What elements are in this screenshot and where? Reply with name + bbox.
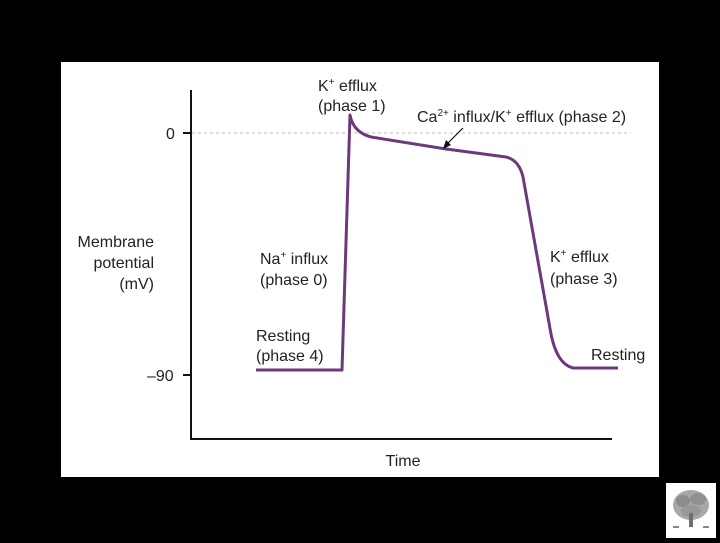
phase0-ion: Na (260, 251, 281, 268)
phase4-label-line2: (phase 4) (256, 348, 324, 365)
y-tick-label-zero: 0 (166, 126, 175, 143)
phase2-label-tail: efflux (phase 2) (512, 109, 626, 126)
phase2-label-mid: influx/K (449, 109, 506, 126)
phase1-ion: K (318, 78, 329, 95)
phase2-arrow-head (443, 140, 451, 149)
phase3-label-line2: (phase 3) (550, 271, 618, 288)
phase2-ion-ca: Ca (417, 109, 438, 126)
y-tick-label-minus90: –90 (147, 368, 174, 385)
elsevier-logo (666, 483, 716, 538)
phase0-label-line2: (phase 0) (260, 272, 328, 289)
phase3-charge: + (561, 248, 567, 259)
phase1-label-line1: K+ efflux (318, 77, 377, 95)
x-axis-label: Time (386, 453, 421, 470)
phase1-label-line2: (phase 1) (318, 98, 386, 115)
phase2-label: Ca2+ influx/K+ efflux (phase 2) (417, 108, 626, 126)
y-axis-label-line3: (mV) (119, 276, 154, 293)
y-axis-label-line2: potential (94, 255, 155, 272)
phase2-charge-ca: 2+ (437, 108, 449, 119)
phase3-ion: K (550, 249, 561, 266)
elsevier-tree-icon (666, 483, 716, 538)
phase2-charge-k: + (506, 108, 512, 119)
phase0-charge: + (280, 250, 286, 261)
phase3-label-line1: K+ efflux (550, 248, 609, 266)
phase0-label-line1: Na+ influx (260, 250, 328, 268)
y-axis-label-line1: Membrane (78, 234, 155, 251)
phase1-charge: + (329, 77, 335, 88)
action-potential-trace (256, 113, 618, 372)
phase1-label-tail: efflux (335, 78, 377, 95)
action-potential-diagram: 0 –90 Membrane potential (mV) Time K+ ef… (78, 77, 646, 470)
resting-end-label: Resting (591, 347, 645, 364)
phase0-label-tail: influx (286, 251, 328, 268)
phase4-label-line1: Resting (256, 328, 310, 345)
figure-panel: 0 –90 Membrane potential (mV) Time K+ ef… (61, 62, 659, 477)
phase3-label-tail: efflux (567, 249, 609, 266)
